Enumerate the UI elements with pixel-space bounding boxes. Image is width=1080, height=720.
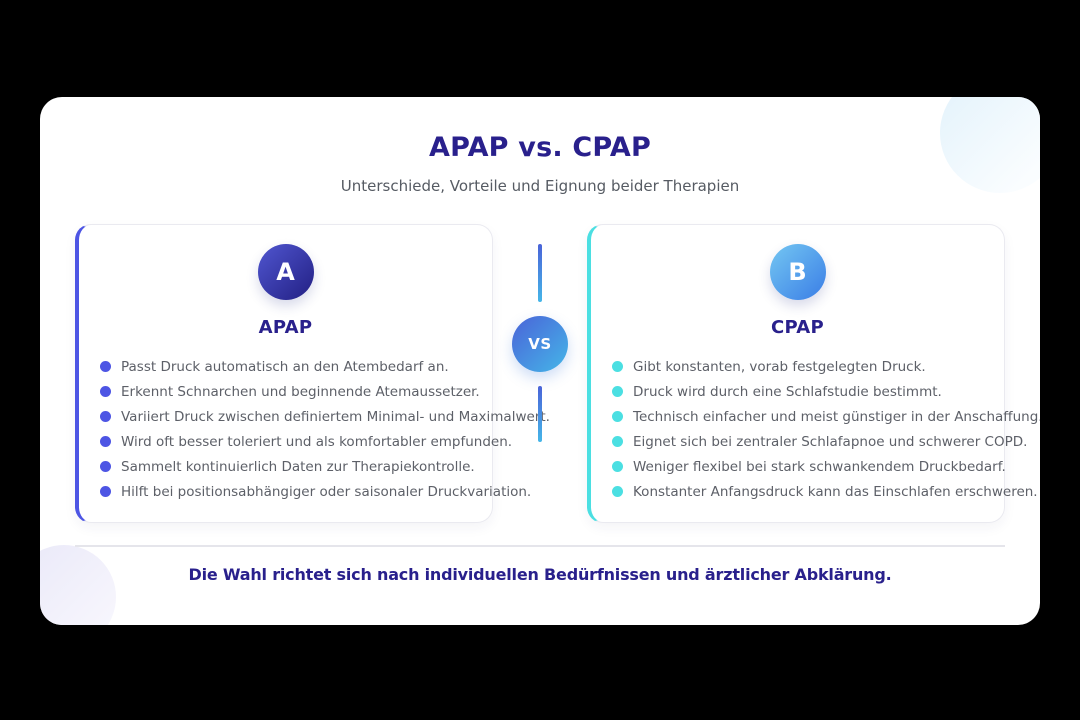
list-item-text: Gibt konstanten, vorab festgelegten Druc…	[633, 358, 926, 375]
cpap-feature-list: Gibt konstanten, vorab festgelegten Druc…	[591, 354, 1040, 504]
list-item-text: Konstanter Anfangsdruck kann das Einschl…	[633, 483, 1038, 500]
list-item-text: Wird oft besser toleriert und als komfor…	[121, 433, 513, 450]
list-item: Gibt konstanten, vorab festgelegten Druc…	[612, 354, 990, 379]
bullet-icon	[612, 436, 623, 447]
list-item: Wird oft besser toleriert und als komfor…	[100, 429, 512, 454]
decorative-circle-bottom-left	[40, 545, 116, 625]
vs-connector-line-top	[538, 244, 542, 302]
bullet-icon	[612, 411, 623, 422]
bullet-icon	[612, 486, 623, 497]
bullet-icon	[100, 461, 111, 472]
list-item-text: Sammelt kontinuierlich Daten zur Therapi…	[121, 458, 475, 475]
list-item: Erkennt Schnarchen und beginnende Atemau…	[100, 379, 480, 404]
apap-column: A APAP Passt Druck automatisch an den At…	[75, 224, 550, 523]
list-item: Druck wird durch eine Schlafstudie besti…	[612, 379, 990, 404]
apap-column-title: APAP	[258, 317, 313, 338]
cpap-column-title: CPAP	[770, 317, 825, 338]
page-title: APAP vs. CPAP	[428, 132, 652, 163]
list-item-text: Druck wird durch eine Schlafstudie besti…	[633, 383, 942, 400]
list-item: Eignet sich bei zentraler Schlafapnoe un…	[612, 429, 1027, 454]
bullet-icon	[612, 386, 623, 397]
cpap-badge-icon: B	[769, 244, 826, 300]
bullet-icon	[612, 361, 623, 372]
list-item-text: Passt Druck automatisch an den Atembedar…	[121, 358, 449, 375]
list-item-text: Erkennt Schnarchen und beginnende Atemau…	[121, 383, 480, 400]
list-item: Sammelt kontinuierlich Daten zur Therapi…	[100, 454, 478, 479]
list-item-text: Hilft bei positionsabhängiger oder saiso…	[121, 483, 532, 500]
infographic-card: APAP vs. CPAP Unterschiede, Vorteile und…	[40, 97, 1040, 625]
apap-badge-icon: A	[257, 244, 314, 300]
footer-divider	[75, 545, 1005, 547]
bullet-icon	[100, 361, 111, 372]
vs-badge: VS	[512, 316, 568, 372]
page-subtitle: Unterschiede, Vorteile und Eignung beide…	[340, 177, 740, 195]
cpap-column: B CPAP Gibt konstanten, vorab festgelegt…	[587, 224, 1040, 523]
list-item-text: Variiert Druck zwischen definiertem Mini…	[121, 408, 550, 425]
list-item: Weniger flexibel bei stark schwankendem …	[612, 454, 1006, 479]
list-item: Hilft bei positionsabhängiger oder saiso…	[100, 479, 531, 504]
list-item-text: Weniger flexibel bei stark schwankendem …	[633, 458, 1006, 475]
list-item-text: Technisch einfacher und meist günstiger …	[633, 408, 1040, 425]
bullet-icon	[612, 461, 623, 472]
list-item-text: Eignet sich bei zentraler Schlafapnoe un…	[633, 433, 1028, 450]
bullet-icon	[100, 386, 111, 397]
vs-connector-line-bottom	[538, 386, 542, 442]
list-item: Variiert Druck zwischen definiertem Mini…	[100, 404, 550, 429]
bullet-icon	[100, 411, 111, 422]
list-item: Technisch einfacher und meist günstiger …	[612, 404, 1040, 429]
list-item: Passt Druck automatisch an den Atembedar…	[100, 354, 478, 379]
bullet-icon	[100, 436, 111, 447]
apap-feature-list: Passt Druck automatisch an den Atembedar…	[79, 354, 550, 504]
bullet-icon	[100, 486, 111, 497]
footer-note: Die Wahl richtet sich nach individuellen…	[188, 565, 892, 584]
list-item: Konstanter Anfangsdruck kann das Einschl…	[612, 479, 1038, 504]
